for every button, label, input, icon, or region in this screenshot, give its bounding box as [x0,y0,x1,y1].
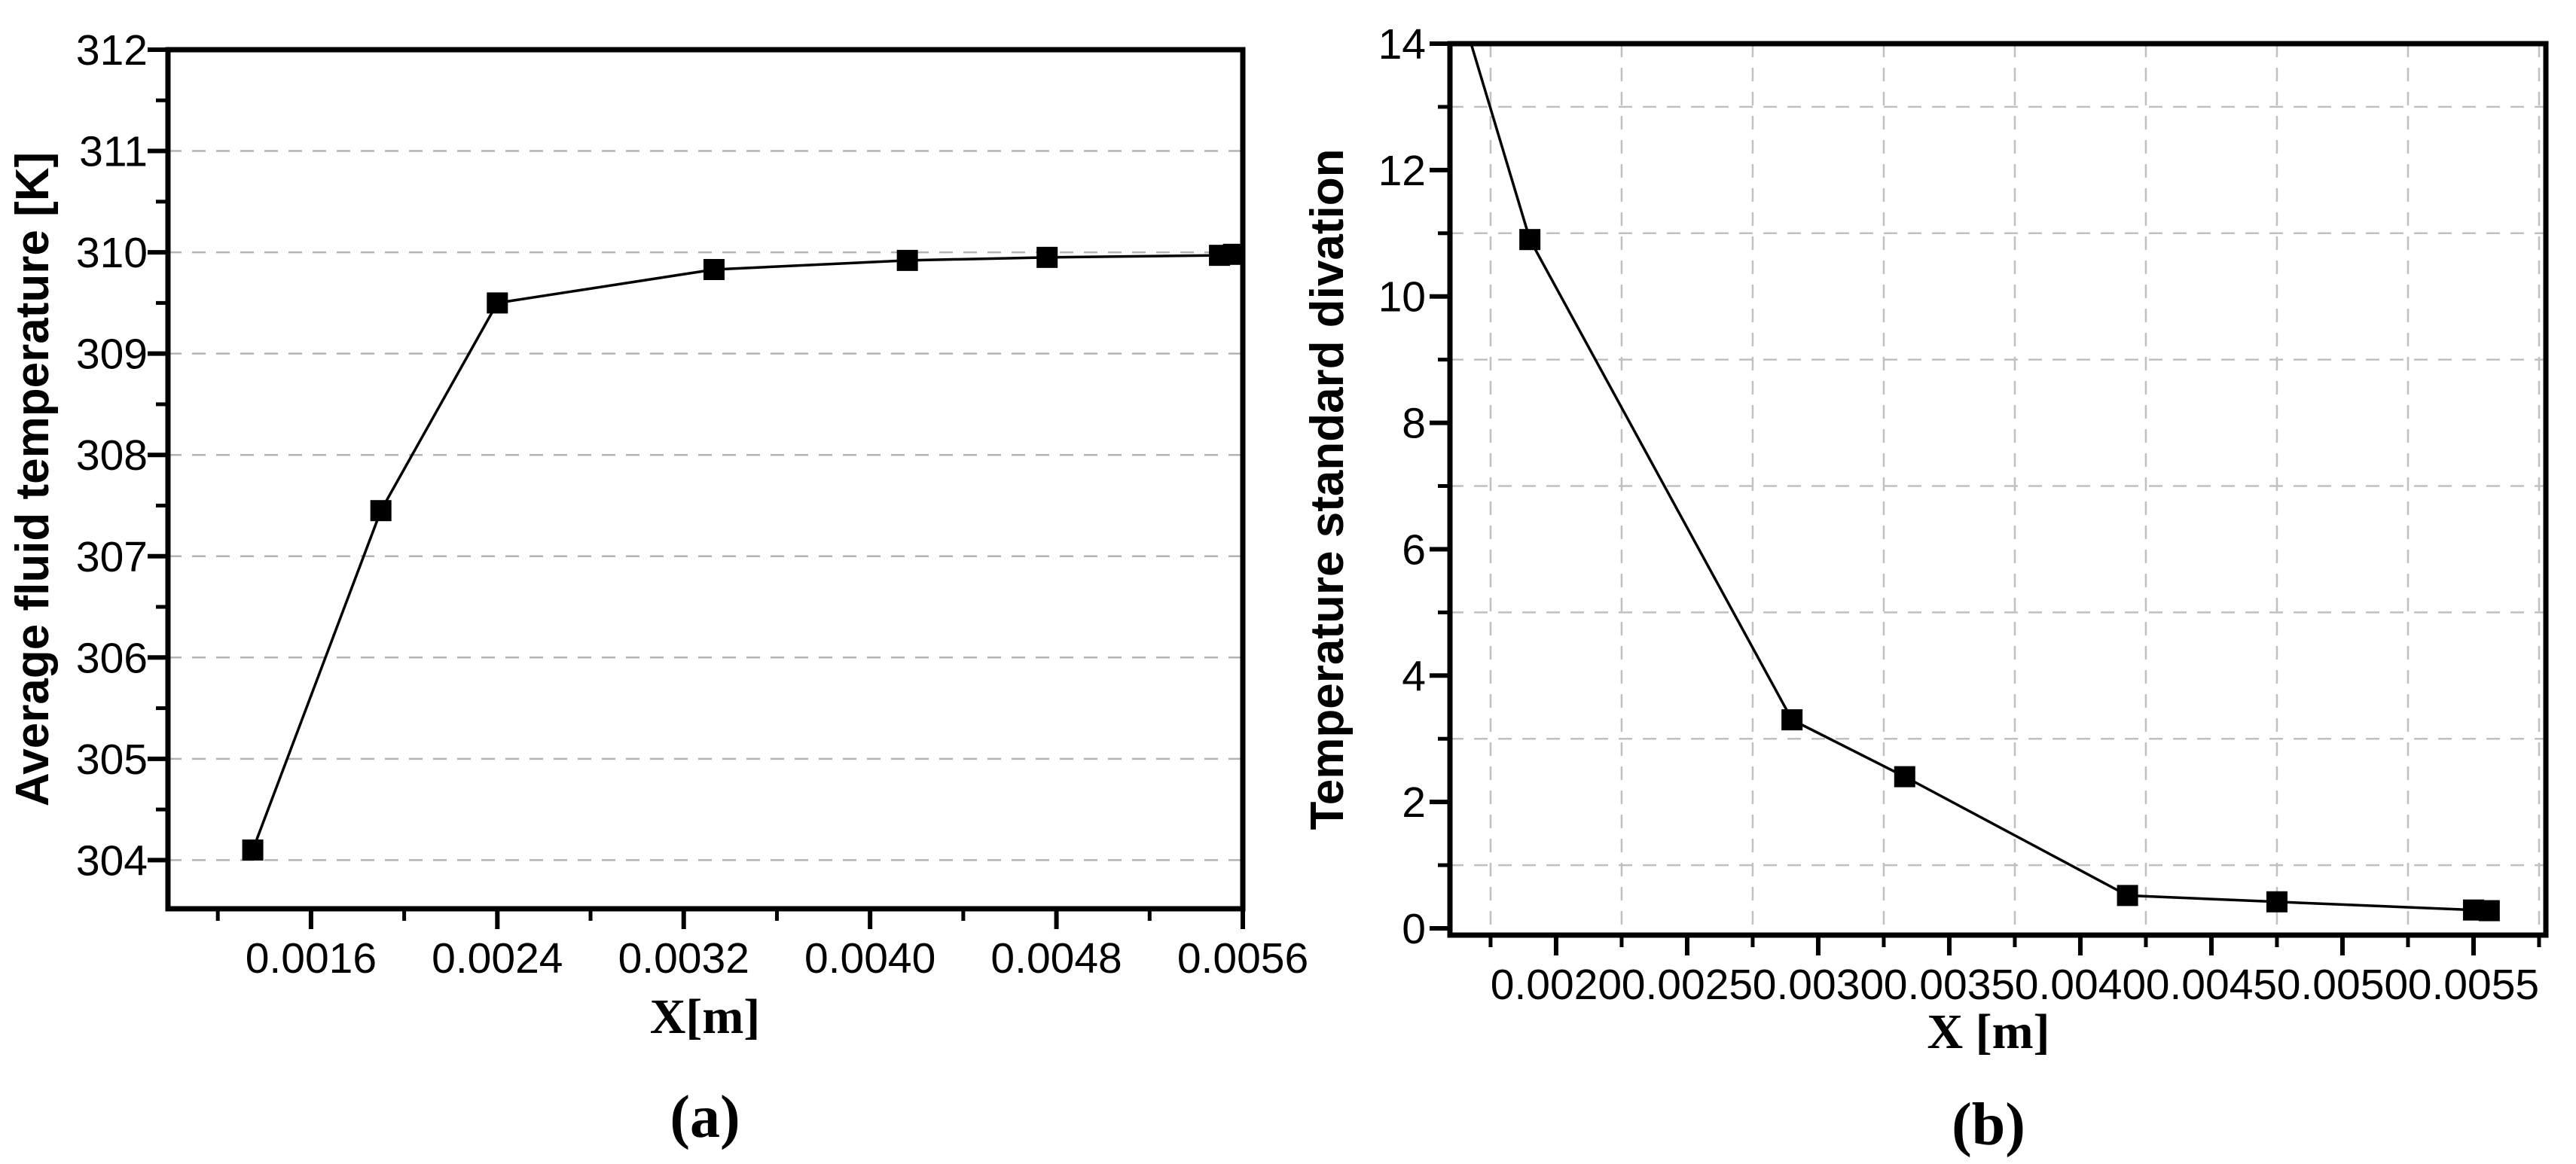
y-tick-label: 4 [1402,652,1426,700]
x-axis-title: X[m] [650,989,761,1044]
x-tick-label: 0.0050 [2277,961,2408,1009]
x-tick-label: 0.0030 [1753,961,1884,1009]
data-point-marker [1894,766,1915,788]
y-tick-label: 12 [1378,147,1426,195]
y-tick-label: 304 [76,836,148,885]
axis-ticks [148,47,1245,929]
x-tick-label: 0.0055 [2408,961,2539,1009]
y-tick-label: 2 [1402,779,1426,827]
y-tick-label: 308 [76,431,148,480]
y-axis-title: Average fluid temperature [K] [7,152,59,806]
data-point-marker [2478,900,2500,922]
data-point-marker [1781,709,1803,731]
x-tick-label: 0.0045 [2146,961,2277,1009]
x-tick-label: 0.0040 [2015,961,2146,1009]
data-point-marker [1519,229,1541,251]
x-tick-label: 0.0016 [246,934,377,983]
panel-caption: (a) [670,1084,740,1150]
data-line [1470,44,2489,913]
y-axis-title: Temperature standard divation [1302,149,1354,830]
x-tick-label: 0.0020 [1491,961,1622,1009]
plot-frame [1447,41,2549,938]
x-tick-label: 0.0024 [432,934,563,983]
x-tick-label: 0.0025 [1622,961,1753,1009]
gridlines [1450,44,2546,935]
x-tick-label: 0.0040 [804,934,935,983]
y-tick-label: 312 [76,26,148,75]
y-tick-label: 305 [76,736,148,784]
data-point-marker [1036,246,1058,268]
data-point-marker [1222,243,1244,265]
data-point-marker [703,258,725,280]
panel-caption: (b) [1952,1092,2025,1158]
data-point-marker [2117,885,2138,907]
plot-frame [165,47,1246,912]
data-line [251,253,1234,851]
data-point-marker [242,839,264,861]
y-tick-label: 6 [1402,526,1426,574]
data-point-marker [370,500,392,522]
y-tick-label: 307 [76,533,148,581]
panel-a-average-fluid-temperature: 0.0016 0.0024 0.0032 0.0040 0.0048 0.0056 304 3… [7,26,1308,1150]
y-tick-label: 0 [1402,905,1426,953]
y-tick-label: 8 [1402,400,1426,448]
y-tick-label: 10 [1378,273,1426,321]
data-markers [242,243,1244,861]
y-tick-label: 306 [76,634,148,682]
data-point-marker [2266,891,2288,913]
x-tick-label: 0.0056 [1177,934,1308,983]
x-tick-label: 0.0048 [990,934,1122,983]
data-markers [1519,229,2500,922]
data-point-marker [487,292,508,314]
gridlines [168,150,1243,861]
x-tick-label: 0.0035 [1884,961,2015,1009]
y-tick-label: 311 [79,128,148,176]
y-tick-label: 310 [76,229,148,277]
x-axis-title: X [m] [1927,1004,2050,1059]
panel-b-temperature-standard-deviation: 0.0020 0.0025 0.0030 0.0035 0.0040 0.0045 0.00… [1302,20,2549,1158]
y-tick-label: 309 [76,331,148,379]
x-tick-label: 0.0032 [618,934,749,983]
data-point-marker [896,249,918,271]
y-tick-label: 14 [1378,20,1426,69]
